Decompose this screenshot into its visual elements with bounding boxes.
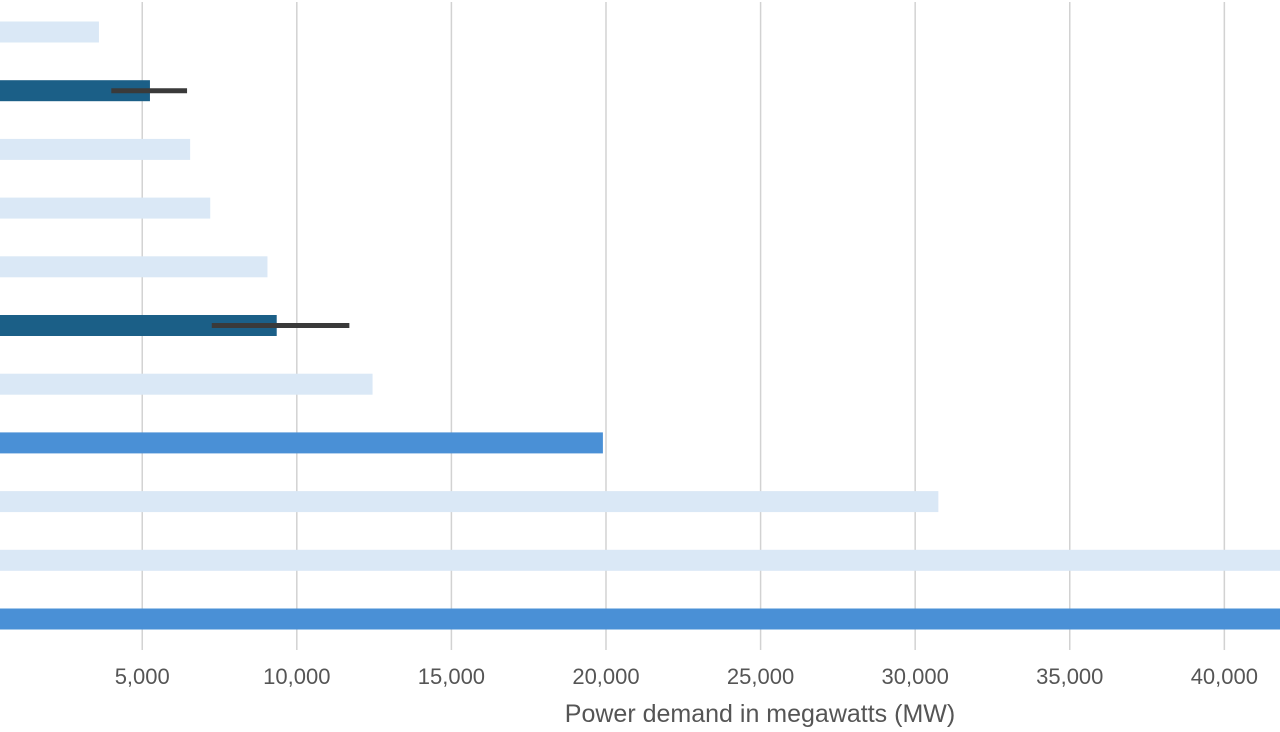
x-tick-label: 20,000 xyxy=(572,664,639,689)
bar xyxy=(0,315,277,336)
bar xyxy=(0,432,603,454)
x-tick-label: 40,000 xyxy=(1191,664,1258,689)
bar xyxy=(0,256,268,278)
x-axis-title: Power demand in megawatts (MW) xyxy=(565,700,955,728)
bar xyxy=(0,373,373,395)
bars xyxy=(0,21,1280,630)
x-axis-ticks: 5,000 10,000 15,000 20,000 25,000 30,000 35,00… xyxy=(115,664,1258,689)
x-tick-label: 35,000 xyxy=(1036,664,1103,689)
bar xyxy=(0,21,99,43)
x-tick-label: 30,000 xyxy=(882,664,949,689)
bar xyxy=(0,491,939,513)
bar xyxy=(0,608,1280,630)
x-tick-label: 5,000 xyxy=(115,664,170,689)
bar xyxy=(0,80,150,102)
gridlines xyxy=(141,2,1226,650)
error-bars xyxy=(111,88,350,328)
x-tick-label: 25,000 xyxy=(727,664,794,689)
bar xyxy=(0,138,191,160)
bar xyxy=(0,197,211,219)
x-tick-label: 10,000 xyxy=(263,664,330,689)
bar xyxy=(0,549,1280,571)
x-tick-label: 15,000 xyxy=(418,664,485,689)
